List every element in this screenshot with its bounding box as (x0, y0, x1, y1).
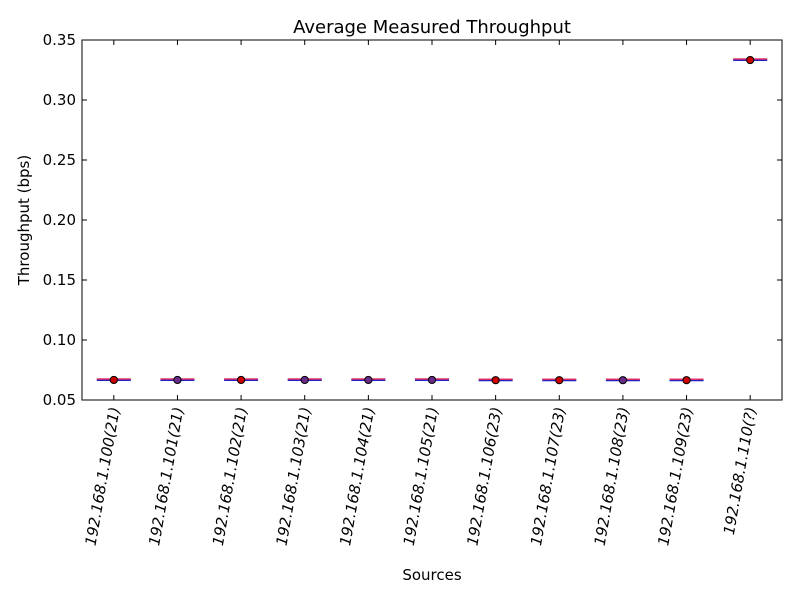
x-tick-label: 192.168.1.106(23) (463, 406, 505, 548)
x-tick-label: 192.168.1.104(21) (336, 406, 378, 548)
data-point (236, 375, 246, 385)
data-marks (96, 55, 768, 385)
x-tick-label: 192.168.1.105(21) (400, 406, 442, 548)
y-tick-label: 0.35 (43, 31, 76, 49)
plot-frame (81, 39, 783, 401)
x-tick-label: 192.168.1.108(23) (591, 406, 633, 548)
data-point (491, 376, 500, 385)
x-axis-ticks: 192.168.1.100(21) 192.168.1.101(21) 192.16… (82, 40, 760, 547)
x-tick-label: 192.168.1.103(21) (273, 406, 315, 548)
data-point (555, 376, 564, 385)
chart-title: Average Measured Throughput (293, 17, 571, 38)
y-tick-label: 0.15 (43, 271, 76, 289)
x-tick-label: 192.168.1.109(23) (654, 406, 696, 548)
x-tick-label: 192.168.1.102(21) (209, 406, 251, 548)
y-axis-ticks: 0.05 0.10 0.15 0.20 0.25 0.30 0.35 (43, 31, 782, 409)
y-tick-label: 0.10 (43, 331, 76, 349)
x-tick-label: 192.168.1.100(21) (82, 406, 124, 548)
data-point (618, 376, 628, 385)
y-tick-label: 0.20 (43, 211, 76, 229)
data-point (746, 55, 755, 65)
data-point (427, 375, 437, 385)
y-tick-label: 0.25 (43, 151, 76, 169)
data-point (109, 375, 118, 385)
x-axis-label: Sources (402, 566, 462, 584)
x-tick-label: 192.168.1.107(23) (527, 406, 569, 548)
data-point (173, 375, 182, 385)
data-point (364, 375, 373, 385)
data-point (300, 375, 309, 385)
y-tick-label: 0.30 (43, 91, 76, 109)
data-point (682, 376, 691, 385)
y-axis-label: Throughput (bps) (15, 155, 33, 286)
y-tick-label: 0.05 (43, 391, 76, 409)
x-tick-label: 192.168.1.110(?) (720, 406, 760, 537)
x-tick-label: 192.168.1.101(21) (145, 406, 187, 548)
